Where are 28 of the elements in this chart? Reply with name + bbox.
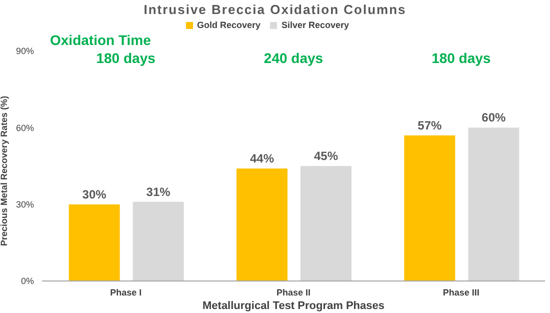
text: Oxidation Time: [50, 32, 151, 48]
legend-label: Gold Recovery: [196, 20, 260, 30]
data-label: 30%: [82, 187, 107, 202]
annotation: 240 days: [262, 50, 324, 66]
x-tick-label: Phase III: [442, 287, 480, 298]
data-label: 45%: [314, 149, 338, 163]
y-tick-label: 60%: [16, 122, 34, 133]
annotation: 180 days: [430, 50, 492, 66]
annotation: 180 days: [95, 50, 156, 66]
y-tick-label: 90%: [16, 46, 34, 56]
bar: [68, 204, 120, 281]
x-tick-label: Phase II: [276, 287, 311, 298]
bar: [404, 135, 456, 281]
y-tick-label: 30%: [16, 200, 34, 210]
x-axis-title: Metallurgical Test Program Phases: [202, 300, 384, 312]
chart-title: Intrusive Breccia Oxidation Columns: [142, 2, 408, 17]
bar: [132, 202, 184, 281]
x-tick-label: Phase I: [110, 287, 142, 298]
bar: [236, 168, 288, 281]
data-label: 60%: [482, 110, 506, 125]
data-label: 44%: [250, 152, 274, 166]
y-tick-label: 0%: [20, 276, 34, 286]
bar: [468, 128, 520, 281]
data-label: 57%: [418, 118, 442, 132]
bar: [300, 166, 352, 281]
data-label: 31%: [146, 184, 171, 199]
y-axis-title: Precious Metal Recovery Rates (%): [0, 96, 10, 246]
legend-label: Silver Recovery: [281, 20, 350, 30]
